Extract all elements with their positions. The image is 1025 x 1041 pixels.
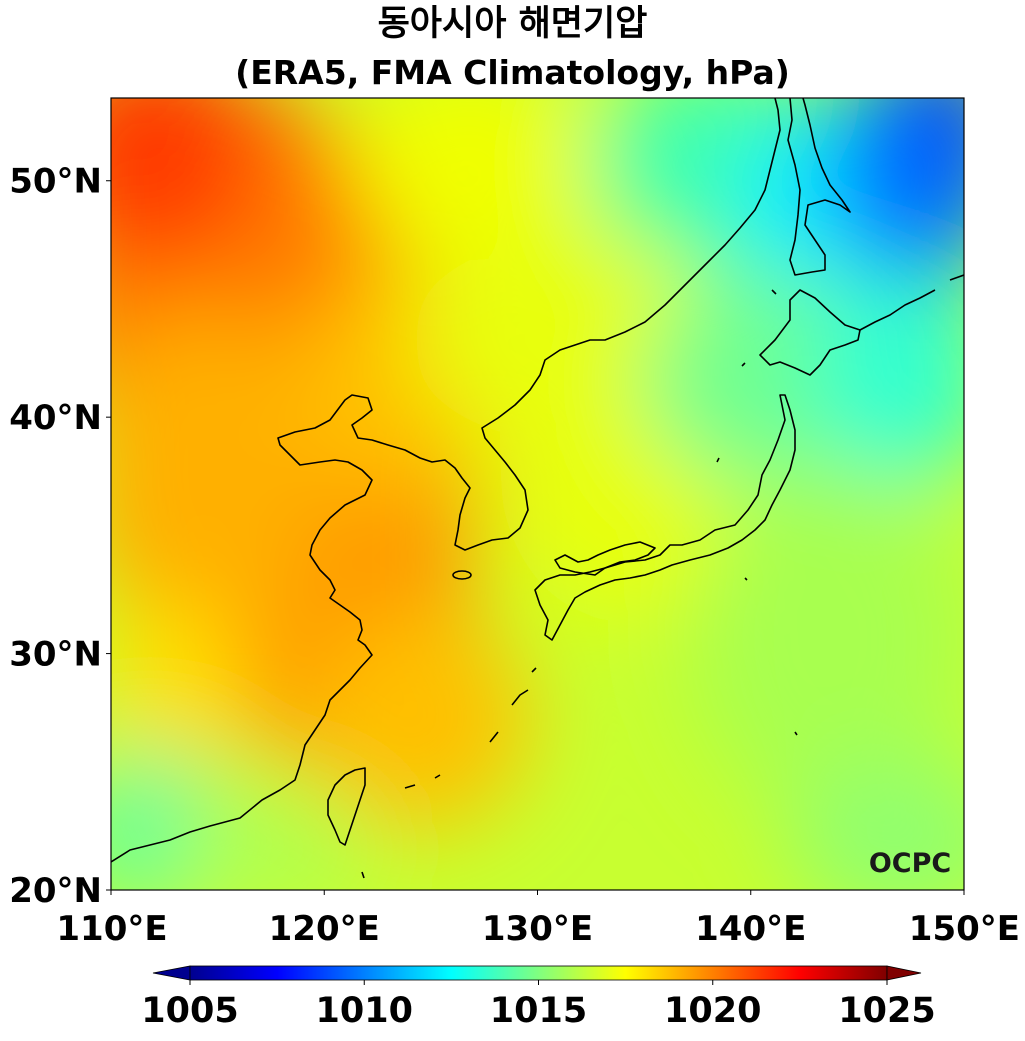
- coast-shikoku: [554, 541, 656, 576]
- coast-ryukyu: [489, 667, 537, 743]
- lon-tick-label: 130°E: [482, 909, 593, 949]
- coast-small-islands: [361, 289, 798, 879]
- lon-tick-label: 110°E: [56, 909, 167, 949]
- colorbar-bar: [189, 965, 888, 981]
- coast-sakhalin: [787, 98, 851, 276]
- colorbar-tick-label: 1015: [490, 991, 587, 1031]
- pressure-field: [111, 98, 964, 890]
- coast-hokkaido: [759, 289, 861, 376]
- coast-honshu: [534, 394, 796, 641]
- lon-tick-label: 140°E: [695, 909, 806, 949]
- map-title: 동아시아 해면기압: [377, 4, 648, 44]
- colorbar: 1005 1010 1015 1020 1025: [141, 965, 936, 1031]
- colorbar-tick-label: 1025: [838, 991, 935, 1031]
- coastlines: [111, 98, 964, 879]
- colorbar-tick-label: 1020: [664, 991, 761, 1031]
- ocpc-logo: OCPC: [869, 848, 951, 879]
- colorbar-extend-min: [152, 965, 191, 981]
- colorbar-tick-label: 1005: [141, 991, 238, 1031]
- lon-tick-label: 120°E: [269, 909, 380, 949]
- colorbar-tick-label: 1010: [316, 991, 413, 1031]
- coast-mainland: [111, 98, 781, 863]
- coast-taiwan: [327, 767, 366, 846]
- colorbar-extend-max: [886, 965, 922, 981]
- coast-kurils-2: [949, 274, 964, 281]
- coast-jeju: [452, 570, 472, 580]
- lon-tick-label: 150°E: [909, 909, 1020, 949]
- colorbar-tick-labels: 1005 1010 1015 1020 1025: [141, 980, 936, 1031]
- lon-tick-labels: 110°E 120°E 130°E 140°E 150°E: [56, 890, 1020, 949]
- lat-tick-label: 30°N: [9, 635, 102, 675]
- lat-tick-label: 50°N: [9, 162, 102, 202]
- lat-tick-label: 40°N: [9, 398, 102, 438]
- lat-tick-label: 20°N: [9, 871, 102, 911]
- coast-kurils: [859, 289, 936, 331]
- lat-tick-labels: 20°N 30°N 40°N 50°N: [9, 162, 111, 911]
- map-subtitle: (ERA5, FMA Climatology, hPa): [235, 53, 790, 92]
